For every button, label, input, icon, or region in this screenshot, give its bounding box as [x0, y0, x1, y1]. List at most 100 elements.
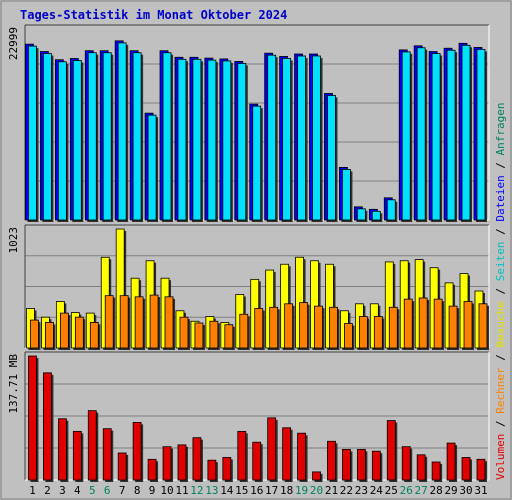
rechner-bar: [164, 296, 174, 349]
rechner-bar: [344, 323, 353, 349]
x-tick-label: 9: [149, 484, 156, 497]
rechner-bar: [239, 313, 249, 349]
rechner-bar: [149, 294, 159, 349]
x-tick-label: 31: [474, 484, 487, 497]
volumen-bar: [312, 471, 321, 481]
anfragen-bar: [476, 49, 486, 221]
x-tick-label: 18: [280, 484, 293, 497]
x-tick-label: 5: [89, 484, 96, 497]
anfragen-bar: [57, 61, 67, 221]
rechner-bar: [433, 298, 443, 349]
anfragen-bar: [386, 199, 396, 221]
rechner-bar: [209, 320, 219, 349]
rechner-bar: [74, 316, 84, 349]
rechner-bar: [478, 303, 488, 349]
x-tick-label: 23: [355, 484, 368, 497]
hits-max-label: 22999: [7, 27, 20, 60]
legend-entry: /: [494, 222, 507, 242]
rechner-bar: [179, 316, 189, 349]
x-tick-label: 16: [250, 484, 263, 497]
x-tick-label: 11: [175, 484, 188, 497]
x-tick-label: 6: [104, 484, 111, 497]
volumen-bar: [356, 448, 366, 481]
volumen-bar: [132, 421, 142, 481]
anfragen-bar: [401, 51, 411, 221]
x-tick-label: 7: [119, 484, 126, 497]
volumen-bar: [43, 372, 52, 481]
legend-entry: /: [494, 155, 507, 175]
rechner-bar: [448, 305, 458, 349]
volumen-bar: [431, 461, 441, 481]
anfragen-bar: [416, 47, 426, 221]
volumen-bar: [87, 410, 97, 481]
x-tick-label: 12: [190, 484, 203, 497]
x-tick-label: 28: [430, 484, 443, 497]
anfragen-bar: [87, 52, 97, 221]
legend-entry: Anfragen: [494, 102, 507, 155]
rechner-bar: [373, 316, 383, 349]
x-tick-label: 27: [415, 484, 428, 497]
volumen-bar: [476, 458, 486, 481]
legend-entry: /: [494, 414, 507, 434]
volumen-bar: [386, 420, 396, 481]
x-tick-label: 15: [235, 484, 248, 497]
anfragen-bar: [102, 52, 112, 221]
legend-entry: Seiten: [494, 242, 507, 282]
rechner-bar: [30, 319, 39, 349]
x-tick-label: 8: [134, 484, 141, 497]
anfragen-bar: [222, 60, 232, 221]
legend-entry: /: [494, 281, 507, 301]
volumen-bar: [222, 457, 232, 481]
rechner-bar: [284, 303, 294, 349]
volumen-bar: [416, 454, 426, 481]
anfragen-bar: [28, 45, 37, 221]
volumen-bar: [72, 430, 82, 481]
anfragen-bar: [207, 59, 217, 221]
volumen-bar: [57, 418, 67, 481]
rechner-bar: [388, 306, 398, 349]
x-tick-label: 21: [325, 484, 338, 497]
volumen-bar: [147, 458, 157, 481]
rechner-bar: [418, 297, 428, 349]
rechner-bar: [104, 295, 114, 349]
rechner-bar: [299, 302, 308, 349]
anfragen-bar: [461, 44, 471, 221]
anfragen-bar: [72, 60, 82, 221]
volumen-bar: [327, 440, 336, 481]
anfragen-bar: [43, 53, 52, 221]
anfragen-bar: [312, 55, 321, 221]
rechner-bar: [403, 298, 413, 349]
anfragen-bar: [327, 95, 336, 221]
volumen-bar: [192, 437, 202, 481]
x-tick-label: 24: [370, 484, 384, 497]
rechner-bar: [59, 312, 69, 349]
x-tick-label: 3: [59, 484, 66, 497]
rechner-bar: [269, 306, 279, 349]
anfragen-bar: [162, 52, 172, 221]
volumen-bar: [28, 355, 37, 481]
volumen-bar: [177, 444, 187, 481]
volumen-bar: [162, 446, 172, 481]
rechner-bar: [119, 295, 129, 349]
x-tick-label: 20: [310, 484, 323, 497]
anfragen-bar: [431, 53, 441, 221]
anfragen-bar: [177, 58, 187, 221]
volumen-bar: [237, 430, 247, 481]
anfragen-bar: [282, 58, 292, 221]
x-tick-label: 25: [385, 484, 398, 497]
rechner-bar: [329, 306, 338, 349]
rechner-bar: [314, 305, 323, 349]
volumen-bar: [282, 427, 292, 481]
x-tick-label: 1: [29, 484, 36, 497]
rechner-bar: [358, 316, 368, 349]
rechner-bar: [45, 322, 54, 349]
rechner-bar: [463, 301, 473, 349]
anfragen-bar: [252, 105, 262, 221]
volumen-bar: [446, 442, 456, 481]
right-legend: Volumen / Rechner / Besuche / Seiten / D…: [494, 102, 507, 480]
rechner-bar: [224, 324, 234, 349]
legend-entry: Rechner: [494, 367, 507, 414]
volumen-bar: [342, 448, 351, 481]
legend-entry: /: [494, 348, 507, 368]
